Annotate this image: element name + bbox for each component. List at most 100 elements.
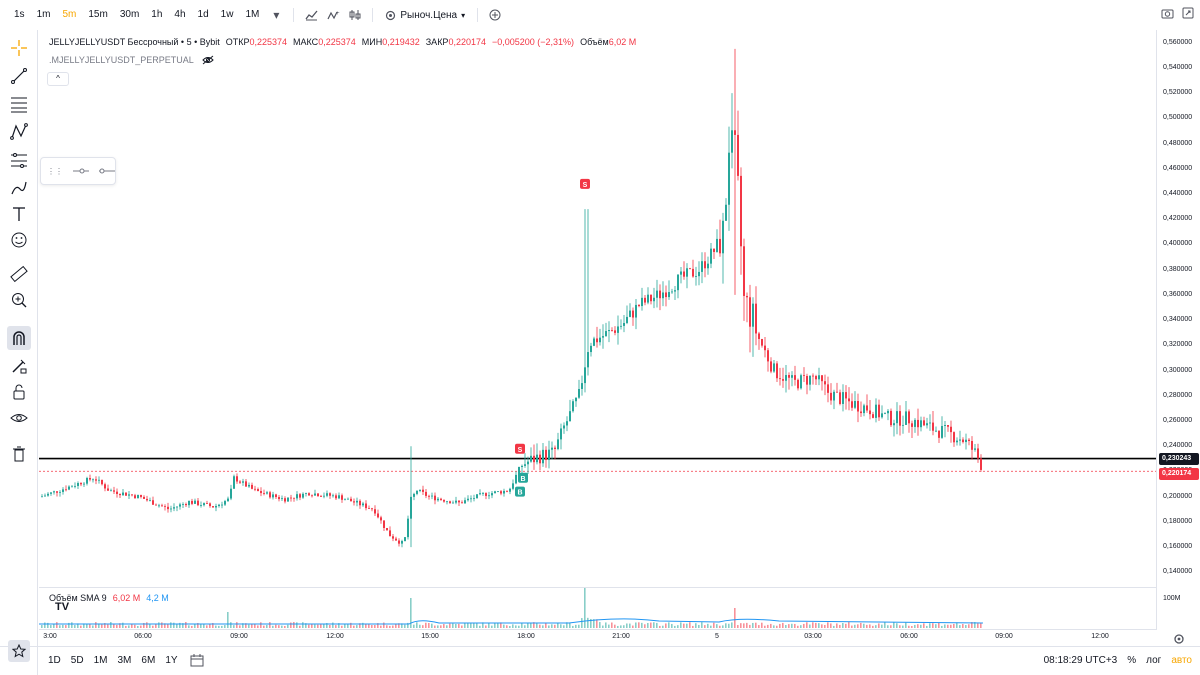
trend-line-icon[interactable] [7, 64, 31, 88]
candle [176, 506, 178, 512]
volume-chart[interactable] [39, 587, 1156, 629]
fullscreen-icon[interactable] [1182, 6, 1194, 24]
chevron-down-icon[interactable]: ▾ [273, 8, 280, 22]
time-axis[interactable]: 3:00 06:00 09:00 12:00 15:00 18:00 21:00 5 03:00… [39, 629, 1156, 645]
trash-icon[interactable] [7, 442, 31, 466]
candle [950, 420, 952, 443]
timeframe-30m[interactable]: 30m [119, 9, 140, 20]
price-tick-label: 0,500000 [1163, 114, 1193, 122]
timeframe-1s[interactable]: 1s [14, 9, 25, 20]
timeframe-1M[interactable]: 1M [245, 9, 260, 20]
subticker-label[interactable]: .MJELLYJELLYUSDT_PERPETUAL [49, 55, 194, 65]
volume-bar [152, 625, 154, 628]
chart-type-icon[interactable] [300, 4, 322, 26]
floating-toolbar[interactable]: ⋮⋮ [40, 157, 116, 185]
price-axis[interactable]: 0,560000 0,540000 0,520000 0,500000 0,480000… [1156, 30, 1200, 630]
candle [470, 495, 472, 503]
buy-marker[interactable]: B [518, 472, 528, 483]
eye-icon[interactable] [7, 406, 31, 430]
pencil-lock-icon[interactable] [7, 354, 31, 378]
forecast-icon[interactable] [7, 148, 31, 172]
volume-bar [647, 622, 649, 628]
lock-icon[interactable] [7, 380, 31, 404]
candle [419, 489, 421, 493]
crosshair-icon[interactable] [7, 36, 31, 60]
volume-bar [503, 624, 505, 628]
timeframe-1m[interactable]: 1m [36, 9, 51, 20]
volume-bar [749, 624, 751, 628]
volume-bar [626, 623, 628, 628]
candle [368, 505, 370, 509]
line-end-icon[interactable] [99, 168, 115, 174]
symbol-title[interactable]: JELLYJELLYUSDT Бессрочный • 5 • Bybit [49, 37, 220, 47]
sell-marker[interactable]: S [580, 178, 590, 189]
hline-price-badge[interactable]: 0,230243 [1159, 452, 1199, 465]
volume-bar [956, 622, 958, 628]
brush-icon[interactable] [7, 176, 31, 200]
goto-date-icon[interactable] [190, 654, 204, 672]
tradingview-logo[interactable]: TV [55, 601, 70, 613]
timeframe-1w[interactable]: 1w [220, 9, 234, 20]
price-chart[interactable]: S S BB [39, 30, 1156, 585]
compare-icon[interactable] [344, 4, 366, 26]
favorites-button[interactable] [8, 640, 30, 662]
candle [350, 496, 352, 502]
range-5D[interactable]: 5D [70, 655, 84, 666]
timeframe-5m[interactable]: 5m [62, 9, 77, 20]
drag-handle-icon[interactable]: ⋮⋮ [47, 166, 63, 176]
candle [353, 498, 355, 506]
timeframe-1h[interactable]: 1h [151, 9, 163, 20]
volume-bar [533, 622, 535, 628]
candle [749, 284, 751, 353]
range-6M[interactable]: 6M [141, 655, 156, 666]
volume-bar [842, 623, 844, 628]
line-style-icon[interactable] [73, 168, 89, 174]
candle [446, 500, 448, 505]
candle [521, 464, 523, 475]
text-icon[interactable] [7, 202, 31, 226]
volume-bar [224, 625, 226, 628]
timeframe-4h[interactable]: 4h [174, 9, 186, 20]
auto-toggle[interactable]: авто [1171, 655, 1192, 666]
range-1Y[interactable]: 1Y [165, 655, 178, 666]
indicator-icon[interactable]: + [322, 4, 344, 26]
candle [911, 420, 913, 438]
add-icon[interactable] [484, 4, 506, 26]
range-1D[interactable]: 1D [48, 655, 61, 666]
range-3M[interactable]: 3M [117, 655, 132, 666]
ruler-icon[interactable] [7, 262, 31, 286]
price-type-select[interactable]: Рыноч.Цена ▾ [379, 10, 471, 21]
timeframe-15m[interactable]: 15m [88, 9, 108, 20]
volume-bar [755, 622, 757, 628]
buy-marker[interactable]: B [515, 486, 525, 497]
emoji-icon[interactable] [7, 228, 31, 252]
volume-bar [299, 625, 301, 628]
candle [872, 411, 874, 419]
fib-icon[interactable] [7, 92, 31, 116]
volume-bar [581, 618, 583, 628]
pattern-icon[interactable] [7, 120, 31, 144]
eye-off-icon[interactable] [202, 55, 214, 65]
collapse-legend-button[interactable]: ^ [47, 72, 69, 86]
sell-marker[interactable]: S [515, 443, 525, 454]
settings-icon[interactable] [1173, 632, 1185, 650]
top-right-tools [1161, 6, 1194, 24]
candle [83, 482, 85, 488]
zoom-icon[interactable] [7, 288, 31, 312]
range-1M[interactable]: 1M [93, 655, 108, 666]
candle [560, 423, 562, 450]
volume-bar [470, 623, 472, 628]
volume-bar [707, 623, 709, 628]
timeframe-1d[interactable]: 1d [197, 9, 209, 20]
volume-bar [407, 622, 409, 628]
log-toggle[interactable]: лог [1146, 655, 1162, 666]
volume-bar [92, 625, 94, 628]
volume-bar [47, 622, 49, 628]
percent-toggle[interactable]: % [1127, 655, 1137, 666]
candle [320, 494, 322, 497]
magnet-icon[interactable] [7, 326, 31, 350]
volume-bar [614, 624, 616, 628]
camera-icon[interactable] [1161, 6, 1174, 24]
clock[interactable]: 08:18:29 UTC+3 [1043, 655, 1118, 666]
volume-indicator-title[interactable]: Объём SMA 9 [49, 593, 107, 603]
